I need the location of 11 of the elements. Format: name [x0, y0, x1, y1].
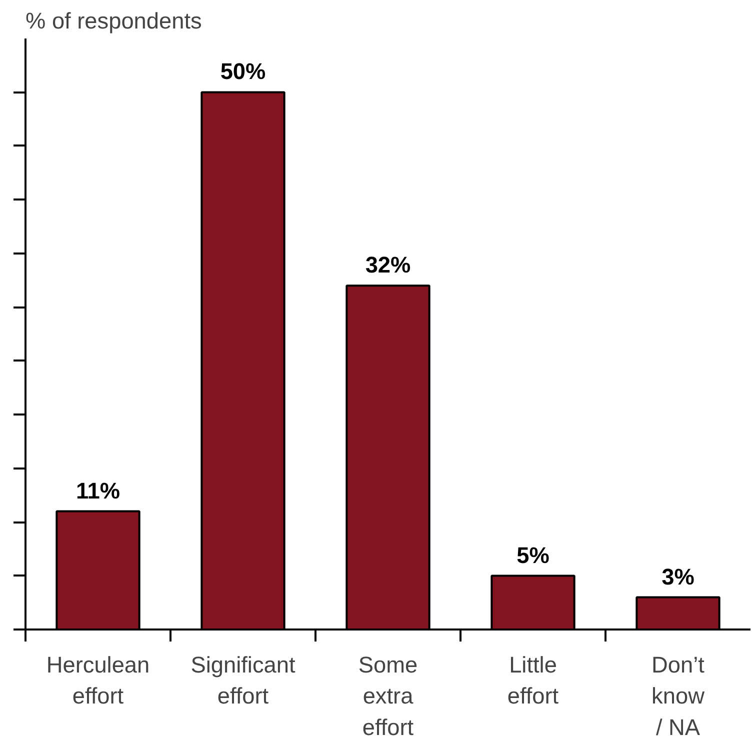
x-tick-label: Herculean effort — [46, 652, 150, 709]
data-label: 50% — [220, 58, 266, 84]
data-label: 32% — [365, 252, 411, 278]
data-label: 5% — [516, 542, 550, 568]
data-label: 11% — [76, 477, 120, 504]
x-tick-label: Some extra effort — [358, 652, 418, 740]
x-tick-label: Little effort — [507, 652, 560, 709]
x-tick-label: Significant effort — [190, 652, 296, 709]
data-label: 3% — [662, 563, 694, 590]
y-axis-title: % of respondents — [26, 8, 202, 34]
x-tick-label: Don’t know / NA — [652, 652, 706, 740]
